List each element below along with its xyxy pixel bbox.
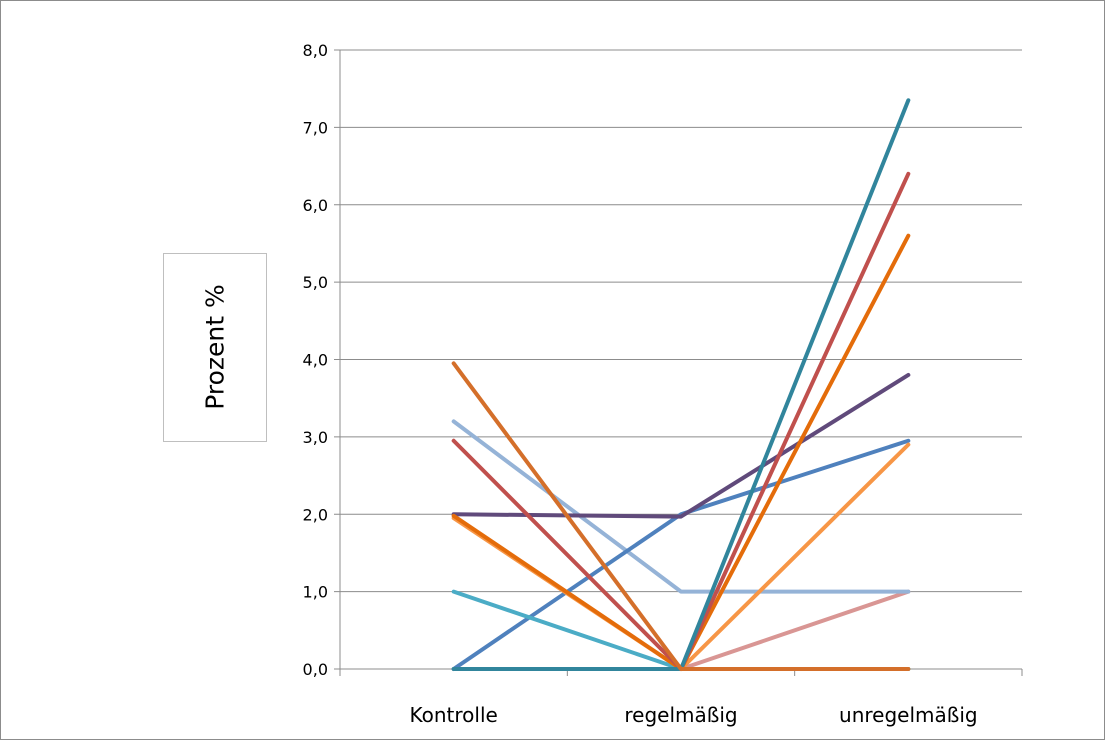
series-line-10	[451, 98, 911, 671]
y-tick-label: 3,0	[303, 428, 328, 447]
y-tick-label: 6,0	[303, 196, 328, 215]
series-line-2	[451, 589, 911, 671]
series-line-7	[451, 442, 911, 671]
series-line-5	[451, 372, 911, 519]
y-tick-label: 4,0	[303, 351, 328, 370]
series-line-9	[451, 171, 911, 671]
series-line-6	[451, 589, 911, 671]
y-tick-label: 1,0	[303, 583, 328, 602]
x-tick-label: Kontrolle	[410, 703, 498, 727]
y-tick-label: 7,0	[303, 118, 328, 137]
x-tick-label: regelmäßig	[624, 703, 737, 727]
y-tick-label: 2,0	[303, 505, 328, 524]
series-line-3	[451, 419, 911, 594]
y-tick-label: 8,0	[303, 41, 328, 60]
x-tick-label: unregelmäßig	[839, 703, 978, 727]
y-axis-label-box: Prozent %	[163, 253, 267, 442]
y-tick-label: 5,0	[303, 273, 328, 292]
series-line-4	[451, 438, 911, 671]
series-line-11	[451, 361, 911, 671]
y-tick-label: 0,0	[303, 660, 328, 679]
